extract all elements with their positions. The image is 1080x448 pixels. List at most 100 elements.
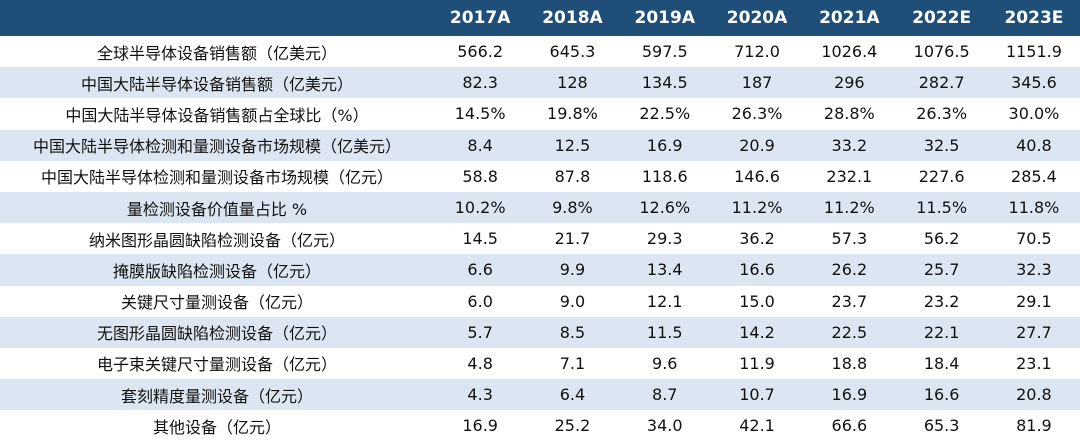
value-cell: 28.8% bbox=[823, 104, 875, 124]
row-label-cell: 无图形晶圆缺陷检测设备（亿元） bbox=[96, 324, 337, 344]
row-label-cell: 全球半导体设备销售额（亿美元） bbox=[96, 43, 337, 63]
table-row: 中国大陆半导体设备销售额占全球比（%） 14.5% 19.8% 22.5% 26.3% 2… bbox=[0, 98, 1080, 130]
value-cell: 57.3 bbox=[831, 229, 868, 249]
value-cell: 8.5 bbox=[559, 322, 586, 342]
row-label-cell: 中国大陆半导体检测和量测设备市场规模（亿美元） bbox=[32, 137, 401, 157]
value-cell: 1076.5 bbox=[913, 42, 970, 62]
year-header-cell: 2019A bbox=[634, 8, 695, 28]
table-row: 中国大陆半导体设备销售额（亿美元） 82.3 128 134.5 187 296 282.7… bbox=[0, 67, 1080, 99]
value-cell: 6.0 bbox=[467, 291, 493, 311]
row-label-cell: 量检测设备价值量占比 % bbox=[126, 199, 308, 219]
value-cell: 25.2 bbox=[554, 416, 591, 436]
value-cell: 645.3 bbox=[549, 42, 596, 62]
value-cell: 16.6 bbox=[739, 260, 775, 280]
value-cell: 29.1 bbox=[1016, 291, 1052, 311]
value-cell: 566.2 bbox=[457, 42, 504, 62]
table-row: 关键尺寸量测设备（亿元） 6.0 9.0 12.1 15.0 23.7 23.2 29.1 bbox=[0, 285, 1080, 317]
table-row: 套刻精度量测设备（亿元） 4.3 6.4 8.7 10.7 16.9 16.6 20.8 bbox=[0, 379, 1080, 411]
value-cell: 32.3 bbox=[1016, 260, 1052, 280]
value-cell: 296 bbox=[834, 73, 865, 93]
value-cell: 13.4 bbox=[646, 260, 683, 280]
value-cell: 14.5% bbox=[454, 104, 506, 124]
value-cell: 6.4 bbox=[559, 385, 586, 405]
table-row: 纳米图形晶圆缺陷检测设备（亿元） 14.5 21.7 29.3 36.2 57.3 56.2… bbox=[0, 223, 1080, 255]
table-row: 无图形晶圆缺陷检测设备（亿元） 5.7 8.5 11.5 14.2 22.5 22.1 27.… bbox=[0, 316, 1080, 348]
value-cell: 14.5 bbox=[462, 229, 498, 249]
year-header-cell: 2020A bbox=[726, 8, 788, 28]
table-row: 量检测设备价值量占比 % 10.2% 9.8% 12.6% 11.2% 11.2% 11.5… bbox=[0, 191, 1080, 224]
year-header-cell: 2023E bbox=[1004, 8, 1064, 28]
table-header: 2017A 2018A 2019A 2020A 2021A 2022E 2023E bbox=[0, 0, 1080, 36]
row-label-cell: 掩膜版缺陷检测设备（亿元） bbox=[112, 261, 321, 281]
value-cell: 9.6 bbox=[652, 353, 678, 373]
value-cell: 58.8 bbox=[462, 166, 498, 186]
row-label-cell: 套刻精度量测设备（亿元） bbox=[120, 386, 313, 406]
year-header-cell: 2018A bbox=[542, 8, 603, 28]
value-cell: 345.6 bbox=[1011, 73, 1057, 93]
value-cell: 42.1 bbox=[739, 416, 775, 436]
table-row: 中国大陆半导体检测和量测设备市场规模（亿元） 58.8 87.8 118.6 146.6… bbox=[0, 160, 1080, 192]
value-cell: 16.9 bbox=[831, 385, 868, 405]
value-cell: 18.8 bbox=[831, 353, 868, 373]
value-cell: 70.5 bbox=[1016, 229, 1052, 249]
value-cell: 20.8 bbox=[1016, 385, 1052, 405]
value-cell: 128 bbox=[557, 73, 588, 93]
value-cell: 23.2 bbox=[923, 291, 960, 311]
value-cell: 118.6 bbox=[641, 166, 688, 186]
value-cell: 9.0 bbox=[559, 291, 586, 311]
header-corner-cell bbox=[0, 0, 434, 36]
value-cell: 82.3 bbox=[462, 73, 498, 93]
value-cell: 33.2 bbox=[831, 135, 868, 155]
table-body: 全球半导体设备销售额（亿美元） 566.2 645.3 597.5 712.0 1026.… bbox=[0, 36, 1080, 442]
value-cell: 12.5 bbox=[554, 135, 591, 155]
row-label-cell: 中国大陆半导体检测和量测设备市场规模（亿元） bbox=[40, 168, 393, 188]
value-cell: 19.8% bbox=[547, 104, 598, 124]
row-label-cell: 中国大陆半导体设备销售额占全球比（%） bbox=[65, 105, 369, 125]
value-cell: 15.0 bbox=[739, 291, 775, 311]
value-cell: 16.9 bbox=[646, 135, 683, 155]
value-cell: 4.8 bbox=[467, 353, 493, 373]
value-cell: 25.7 bbox=[923, 260, 960, 280]
row-label-cell: 其他设备（亿元） bbox=[152, 417, 281, 437]
value-cell: 20.9 bbox=[739, 135, 775, 155]
value-cell: 23.7 bbox=[831, 291, 868, 311]
value-cell: 227.6 bbox=[918, 166, 965, 186]
value-cell: 16.6 bbox=[923, 385, 960, 405]
value-cell: 81.9 bbox=[1016, 416, 1052, 436]
value-cell: 18.4 bbox=[923, 353, 960, 373]
table-row: 中国大陆半导体检测和量测设备市场规模（亿美元） 8.4 12.5 16.9 20.9 33… bbox=[0, 129, 1080, 161]
row-label-cell: 中国大陆半导体设备销售额（亿美元） bbox=[80, 74, 353, 94]
value-cell: 232.1 bbox=[826, 166, 873, 186]
value-cell: 10.7 bbox=[739, 385, 775, 405]
value-cell: 597.5 bbox=[641, 42, 688, 62]
value-cell: 1026.4 bbox=[821, 42, 878, 62]
value-cell: 66.6 bbox=[831, 416, 868, 436]
value-cell: 30.0% bbox=[1008, 104, 1060, 124]
value-cell: 146.6 bbox=[734, 166, 780, 186]
value-cell: 87.8 bbox=[554, 166, 591, 186]
value-cell: 8.4 bbox=[467, 135, 493, 155]
year-header-cell: 2017A bbox=[449, 8, 511, 28]
value-cell: 29.3 bbox=[646, 229, 683, 249]
value-cell: 10.2% bbox=[454, 198, 506, 218]
value-cell: 712.0 bbox=[734, 42, 780, 62]
value-cell: 14.2 bbox=[739, 322, 775, 342]
value-cell: 56.2 bbox=[923, 229, 960, 249]
value-cell: 9.9 bbox=[559, 260, 586, 280]
value-cell: 22.1 bbox=[923, 322, 960, 342]
value-cell: 34.0 bbox=[646, 416, 683, 436]
value-cell: 36.2 bbox=[739, 229, 775, 249]
table-row: 电子束关键尺寸量测设备（亿元） 4.8 7.1 9.6 11.9 18.8 18.4 23.1 bbox=[0, 347, 1080, 380]
table-row: 其他设备（亿元） 16.9 25.2 34.0 42.1 66.6 65.3 81.9 bbox=[0, 410, 1080, 442]
value-cell: 285.4 bbox=[1011, 166, 1057, 186]
value-cell: 11.8% bbox=[1008, 198, 1060, 218]
value-cell: 11.5% bbox=[916, 198, 968, 218]
value-cell: 26.3% bbox=[731, 104, 783, 124]
value-cell: 282.7 bbox=[918, 73, 965, 93]
value-cell: 32.5 bbox=[923, 135, 960, 155]
value-cell: 7.1 bbox=[559, 353, 586, 373]
value-cell: 27.7 bbox=[1016, 322, 1052, 342]
value-cell: 16.9 bbox=[462, 416, 498, 436]
value-cell: 11.5 bbox=[646, 322, 683, 342]
